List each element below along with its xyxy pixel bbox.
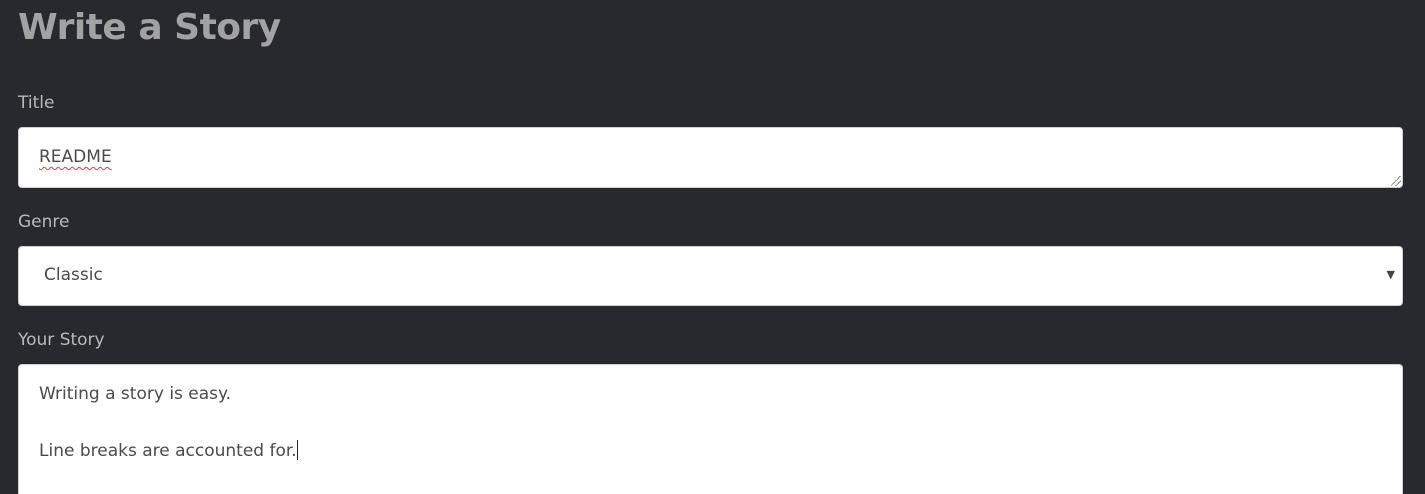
- genre-label: Genre: [18, 212, 70, 232]
- resize-handle-icon[interactable]: [1391, 176, 1401, 186]
- chevron-down-icon[interactable]: ▼: [1386, 268, 1395, 281]
- genre-select-value: Classic: [44, 265, 103, 285]
- title-input-value: README: [39, 147, 112, 167]
- title-input[interactable]: README: [18, 127, 1403, 188]
- page-title: Write a Story: [18, 7, 281, 48]
- story-line: Line breaks are accounted for.: [39, 440, 298, 461]
- story-label: Your Story: [18, 330, 105, 350]
- text-caret: [296, 440, 298, 460]
- genre-select[interactable]: Classic ▼: [18, 246, 1403, 306]
- story-textarea[interactable]: Writing a story is easy. Line breaks are…: [18, 364, 1403, 494]
- story-line: Writing a story is easy.: [39, 384, 232, 404]
- title-label: Title: [18, 93, 55, 113]
